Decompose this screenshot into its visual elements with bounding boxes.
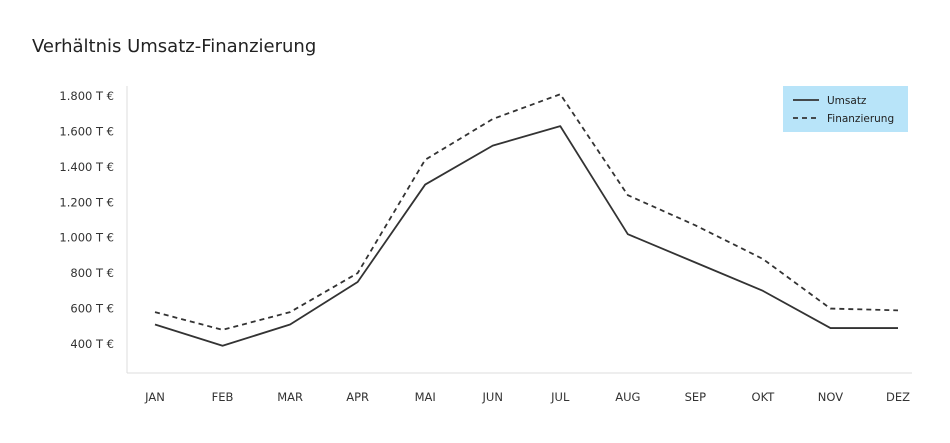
x-tick-label: SEP <box>685 390 707 404</box>
legend-label-finanzierung: Finanzierung <box>827 113 894 125</box>
y-tick-label: 1.000 T € <box>59 231 114 245</box>
x-tick-label: MAI <box>415 390 436 404</box>
legend-box <box>783 86 908 132</box>
x-tick-label: AUG <box>615 390 640 404</box>
y-axis-ticks: 400 T € 600 T € 800 T € 1.000 T € 1.200 T € 1… <box>59 89 114 351</box>
x-tick-label: JUN <box>482 390 503 404</box>
x-tick-label: NOV <box>818 390 843 404</box>
x-tick-label: MAR <box>277 390 303 404</box>
x-tick-label: OKT <box>752 390 776 404</box>
series-line-finanzierung <box>154 93 899 331</box>
series-group <box>154 93 899 347</box>
y-tick-label: 1.400 T € <box>59 160 114 174</box>
x-tick-label: DEZ <box>886 390 910 404</box>
axes <box>126 86 912 374</box>
x-axis-ticks: JAN FEB MAR APR MAI JUN JUL AUG SEP OKT NOV DEZ <box>144 390 910 404</box>
chart-title: Verhältnis Umsatz-Finanzierung <box>32 36 317 57</box>
y-tick-label: 600 T € <box>70 302 114 316</box>
y-tick-label: 400 T € <box>70 337 114 351</box>
y-tick-label: 1.200 T € <box>59 195 114 209</box>
legend-label-umsatz: Umsatz <box>827 95 867 107</box>
x-tick-label: JAN <box>144 390 165 404</box>
x-tick-label: FEB <box>212 390 234 404</box>
y-tick-label: 1.600 T € <box>59 124 114 138</box>
y-tick-label: 800 T € <box>70 266 114 280</box>
series-line-umsatz <box>154 125 898 347</box>
y-tick-label: 1.800 T € <box>59 89 114 103</box>
legend: Umsatz Finanzierung <box>783 86 908 132</box>
x-tick-label: APR <box>346 390 369 404</box>
x-tick-label: JUL <box>550 390 570 404</box>
